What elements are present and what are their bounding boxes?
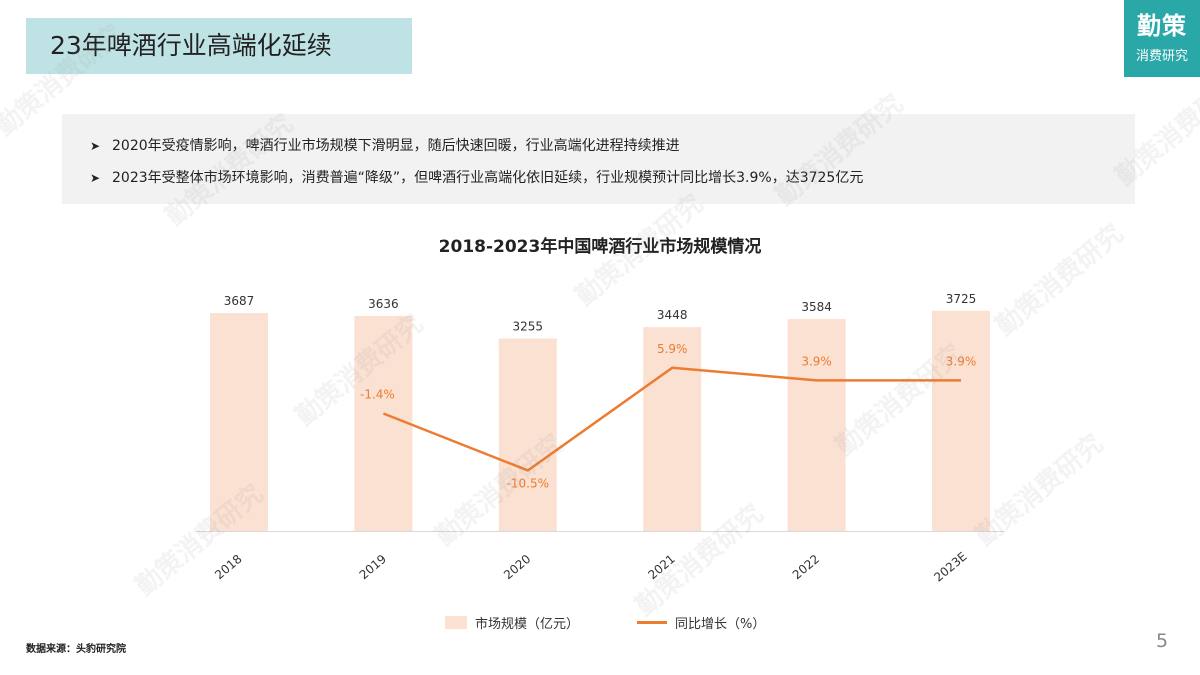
x-tick-label: 2018	[212, 552, 244, 582]
bar-value-label: 3636	[368, 297, 399, 311]
brand-logo: 勤策 消费研究	[1124, 0, 1200, 77]
arrow-bullet-icon: ➤	[90, 171, 101, 185]
logo-main-text: 勤策	[1137, 12, 1187, 40]
page-title: 23年啤酒行业高端化延续	[50, 31, 332, 60]
x-tick-label: 2023E	[931, 549, 969, 584]
bullet-text: 2023年受整体市场环境影响，消费普遍“降级”，但啤酒行业高端化依旧延续，行业规…	[112, 170, 864, 186]
legend-bar-label: 市场规模（亿元）	[475, 617, 580, 632]
bar-value-label: 3448	[657, 308, 688, 322]
x-tick-label: 2022	[790, 552, 822, 582]
summary-bullet: ➤ 2020年受疫情影响，啤酒行业市场规模下滑明显，随后快速回暖，行业高端化进程持…	[90, 135, 680, 155]
line-value-label: 3.9%	[946, 354, 977, 368]
chart-legend: 市场规模（亿元） 同比增长（%）	[445, 613, 765, 632]
arrow-bullet-icon: ➤	[90, 139, 101, 153]
line-value-label: -1.4%	[360, 388, 395, 402]
bar-value-label: 3255	[513, 320, 544, 334]
bar-market-size	[210, 313, 268, 531]
bar-market-size	[498, 338, 557, 531]
legend-line-swatch	[637, 621, 668, 624]
bar-value-label: 3584	[801, 300, 832, 314]
x-tick-label: 2019	[357, 552, 389, 582]
page-number: 5	[1156, 630, 1169, 652]
bar-market-size	[354, 316, 413, 531]
bar-market-size	[932, 310, 990, 531]
bar-value-label: 3725	[946, 292, 977, 306]
chart-title: 2018-2023年中国啤酒行业市场规模情况	[438, 237, 762, 257]
data-source: 数据来源：头豹研究院	[26, 644, 126, 655]
legend-bar-swatch	[445, 616, 467, 629]
x-tick-label: 2020	[501, 552, 533, 582]
summary-box: ➤ 2020年受疫情影响，啤酒行业市场规模下滑明显，随后快速回暖，行业高端化进程持…	[62, 114, 1135, 204]
logo-sub-text: 消费研究	[1135, 49, 1188, 64]
bar-value-label: 3687	[224, 294, 255, 308]
line-value-label: 3.9%	[801, 354, 832, 368]
bar-market-size	[643, 327, 702, 531]
line-value-label: -10.5%	[507, 476, 549, 490]
bar-market-size	[787, 319, 846, 531]
growth-rate-line	[382, 366, 961, 472]
title-box: 23年啤酒行业高端化延续	[26, 18, 412, 74]
summary-bullet: ➤ 2023年受整体市场环境影响，消费普遍“降级”，但啤酒行业高端化依旧延续，行业…	[90, 167, 863, 187]
legend-line-label: 同比增长（%）	[675, 617, 766, 632]
line-value-label: 5.9%	[657, 342, 688, 356]
bullet-text: 2020年受疫情影响，啤酒行业市场规模下滑明显，随后快速回暖，行业高端化进程持续…	[112, 138, 680, 154]
